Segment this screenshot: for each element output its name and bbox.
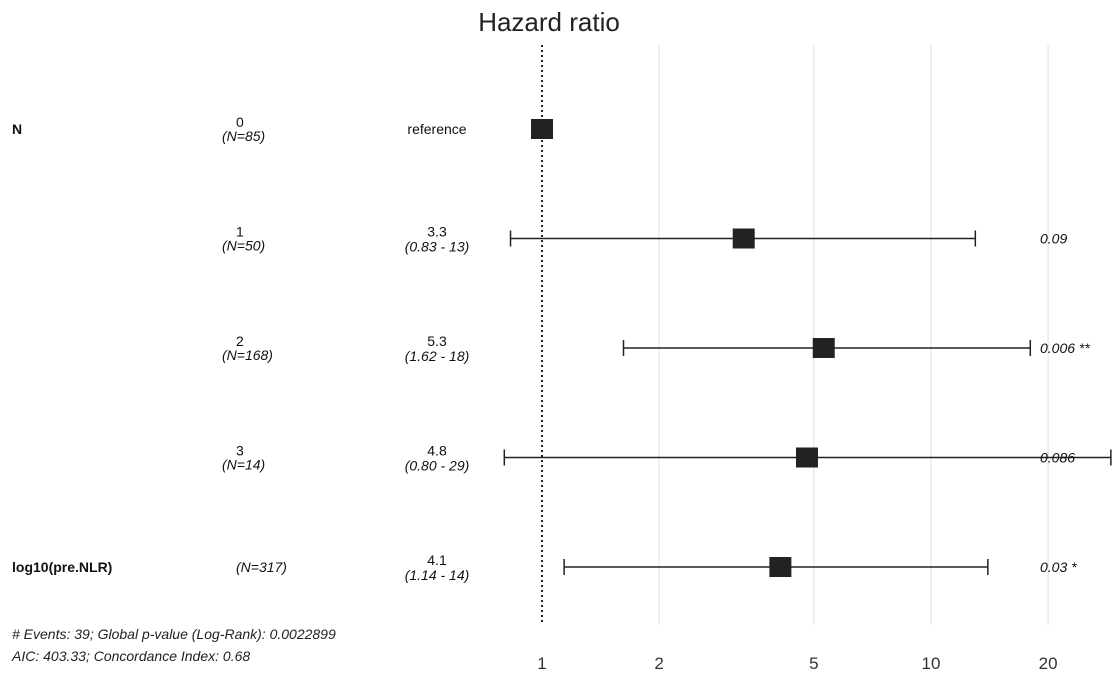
row-n-label: (N=168) <box>222 347 273 363</box>
footer-aic: AIC: 403.33; Concordance Index: 0.68 <box>11 648 250 664</box>
row-estimate-label: 5.3 <box>427 333 447 349</box>
row-level-label: 1 <box>236 224 244 240</box>
x-tick-label: 2 <box>654 654 663 673</box>
hazard-ratio-point <box>796 447 819 468</box>
row-level-label: 0 <box>236 114 244 130</box>
hazard-ratio-point <box>812 338 835 358</box>
x-axis-ticks: 1 2 5 10 20 <box>537 654 1057 673</box>
row-estimate-label: 4.8 <box>427 443 447 459</box>
forest-row: log10(pre.NLR) (N=317) 4.1(1.14 - 14) 0.03 … <box>12 552 1077 583</box>
row-estimate-label: reference <box>407 121 466 137</box>
forest-rows: N 0(N=85) reference 1(N=50) 3.3(0.83 - 13) 0.… <box>12 114 1112 583</box>
x-tick-label: 10 <box>922 654 941 673</box>
row-n-label: (N=50) <box>222 238 265 254</box>
row-variable-label: log10(pre.NLR) <box>12 559 112 575</box>
row-ci-label: (1.14 - 14) <box>405 567 470 583</box>
row-n-label: (N=317) <box>236 559 287 575</box>
x-tick-label: 1 <box>537 654 546 673</box>
x-tick-label: 5 <box>809 654 818 673</box>
row-p-value: 0.006 ** <box>1040 340 1090 356</box>
footer-events: # Events: 39; Global p-value (Log-Rank):… <box>12 626 336 642</box>
row-estimate-label: 3.3 <box>427 224 447 240</box>
row-p-value: 0.086 <box>1040 450 1075 466</box>
row-n-label: (N=14) <box>222 457 265 473</box>
row-n-label: (N=85) <box>222 128 265 144</box>
hazard-ratio-point <box>732 228 755 249</box>
row-ci-label: (0.83 - 13) <box>405 239 470 255</box>
hazard-ratio-point <box>769 557 792 577</box>
row-ci-label: (0.80 - 29) <box>405 458 470 474</box>
row-p-value: 0.09 <box>1040 231 1067 247</box>
row-p-value: 0.03 * <box>1040 559 1077 575</box>
forest-row: 2(N=168) 5.3(1.62 - 18) 0.006 ** <box>222 333 1090 364</box>
row-level-label: 2 <box>236 333 244 349</box>
hazard-ratio-point <box>531 119 553 139</box>
forest-row: N 0(N=85) reference <box>12 114 553 144</box>
row-ci-label: (1.62 - 18) <box>405 348 470 364</box>
row-variable-label: N <box>12 121 22 137</box>
row-level-label: 3 <box>236 443 244 459</box>
grid-lines <box>658 45 1049 625</box>
x-tick-label: 20 <box>1039 654 1058 673</box>
forest-row: 3(N=14) 4.8(0.80 - 29) 0.086 <box>222 443 1112 474</box>
chart-title: Hazard ratio <box>478 7 620 37</box>
forest-row: 1(N=50) 3.3(0.83 - 13) 0.09 <box>222 224 1067 255</box>
row-estimate-label: 4.1 <box>427 552 447 568</box>
